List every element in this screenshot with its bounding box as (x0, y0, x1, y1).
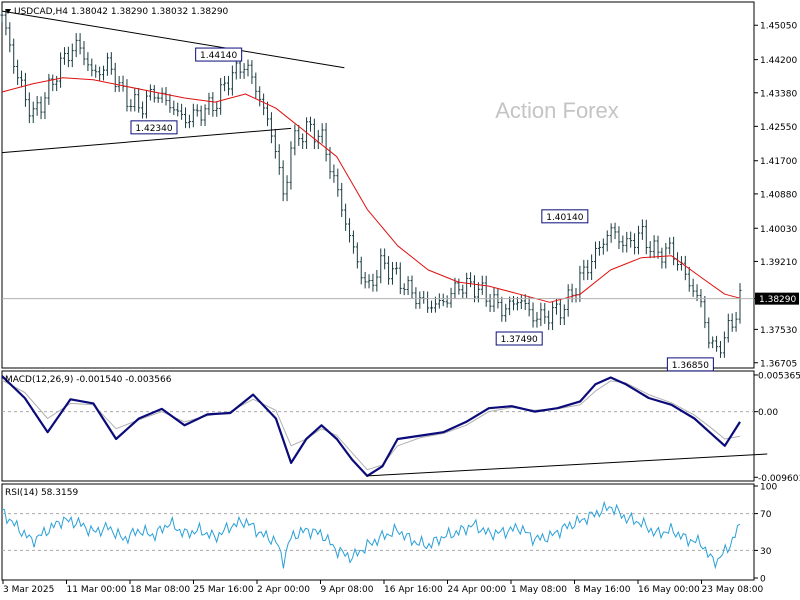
time-axis-label: 16 May 00:00 (638, 585, 700, 595)
price-axis-label: 1.43380 (760, 89, 797, 99)
price-annotation-label: 1.37490 (501, 335, 538, 345)
rsi-axis-label: 0 (760, 575, 766, 585)
current-price-tag (755, 292, 799, 305)
macd-label: MACD(12,26,9) -0.001540 -0.003566 (5, 375, 172, 385)
price-layer: 1.44140 1.42340 1.40140 1.37490 1.36850 (0, 10, 754, 372)
time-axis-label: 11 Mar 00:00 (67, 585, 127, 595)
symbol-header: USDCAD,H4 1.38042 1.38290 1.38032 1.3829… (14, 7, 229, 17)
price-axis-label: 1.40030 (760, 225, 797, 235)
dropdown-triangle-icon[interactable] (5, 9, 11, 14)
rsi-axis-label: 30 (760, 547, 772, 557)
price-annotation-label: 1.36850 (672, 361, 709, 371)
macd-main-line (1, 375, 741, 477)
price-annotation-label: 1.42340 (135, 124, 172, 134)
price-annotation-label: 1.40140 (546, 213, 583, 223)
rsi-label: RSI(14) 58.3159 (5, 488, 78, 498)
time-axis-label: 3 Mar 2025 (3, 585, 54, 595)
macd-trendline (367, 453, 768, 477)
time-axis-label: 16 Apr 16:00 (384, 585, 443, 595)
price-axis-label: 1.45050 (760, 22, 797, 32)
time-axis-label: 25 Mar 16:00 (194, 585, 254, 595)
macd-layer (1, 375, 768, 477)
time-axis-label: 9 Apr 08:00 (321, 585, 374, 595)
axis-layer: 1.45050 1.44200 1.43380 1.42550 1.41700 1.408… (2, 22, 800, 595)
price-axis-label: 1.41700 (760, 157, 797, 167)
rsi-axis-label: 70 (760, 510, 772, 520)
watermark: Action Forex (495, 98, 619, 123)
price-trendline (1, 127, 292, 154)
price-pane (1, 1, 755, 369)
price-trendline (1, 10, 345, 69)
price-annotation-box (666, 357, 714, 372)
time-axis-label: 1 May 08:00 (511, 585, 567, 595)
price-annotation-box (195, 47, 243, 62)
price-axis-label: 1.40880 (760, 190, 797, 200)
current-price-label: 1.38290 (759, 295, 796, 305)
price-axis-label: 1.44200 (760, 56, 797, 66)
time-axis-label: 24 Apr 00:00 (448, 585, 507, 595)
price-annotation-box (130, 120, 178, 135)
price-axis-label: 1.37530 (760, 326, 797, 336)
price-axis-label: 1.39210 (760, 258, 797, 268)
time-axis-label: 2 Apr 00:00 (257, 585, 310, 595)
rsi-axis-label: 100 (760, 483, 777, 493)
rsi-pane (1, 483, 755, 581)
rsi-layer (1, 500, 754, 570)
price-axis-label: 1.36705 (760, 359, 797, 369)
time-axis-label: 18 Mar 08:00 (130, 585, 190, 595)
moving-average-line (1, 77, 741, 303)
time-axis-label: 23 May 08:00 (702, 585, 764, 595)
time-axis-label: 8 May 16:00 (575, 585, 631, 595)
rsi-line (1, 500, 741, 570)
macd-axis-label: 0.00 (758, 408, 778, 418)
price-axis-label: 1.42550 (760, 123, 797, 133)
macd-axis-label: -0.009601 (758, 474, 800, 484)
price-annotation-box (495, 331, 543, 346)
macd-pane (1, 370, 755, 482)
macd-axis-label: 0.005365 (758, 371, 800, 381)
price-annotation-box (541, 209, 589, 224)
price-annotation-label: 1.44140 (200, 51, 237, 61)
